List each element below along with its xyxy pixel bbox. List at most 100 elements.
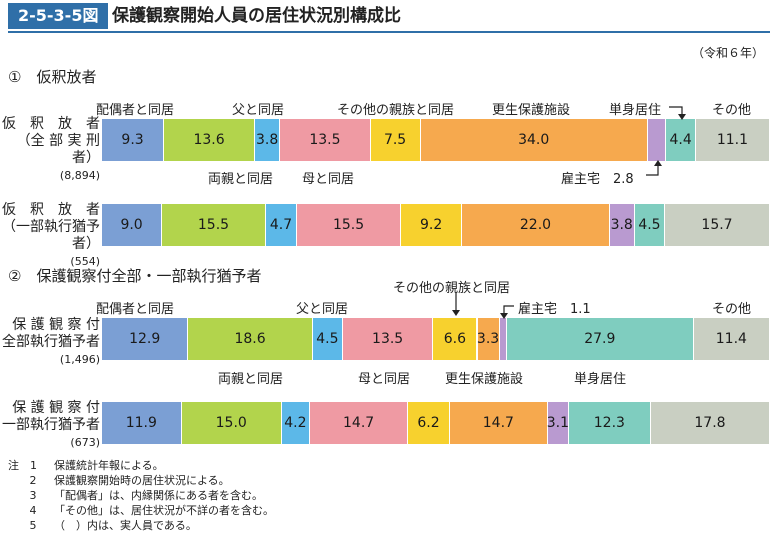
note-3-text: 「配偶者」は、内縁関係にある者を含む。 <box>54 489 263 502</box>
arrowhead-employer-house <box>654 160 662 166</box>
note-4-num-text: 4 <box>29 504 37 517</box>
bar-segment-r1-2: 13.6 <box>164 119 255 161</box>
bar-segment-r1-8: 4.4 <box>666 119 696 161</box>
bar-segment-r1-7 <box>647 119 667 161</box>
bar-segment-r2-8: 4.5 <box>634 204 665 246</box>
data-label-r2-9: 15.7 <box>701 217 733 233</box>
data-label-r4-5: 6.2 <box>417 415 440 431</box>
note-2-num: 2 <box>8 473 54 488</box>
cat-label-parents-2: 両親と同居 <box>218 372 284 387</box>
bar-segment-r1-4: 13.5 <box>280 119 371 161</box>
data-label-r4-7: 3.1 <box>546 415 569 431</box>
bar-segment-r4-3: 4.2 <box>281 402 310 444</box>
arrow-living-alone <box>669 106 683 117</box>
arrowhead-other-relatives-2 <box>452 310 460 316</box>
data-label-r2-4: 15.5 <box>332 217 365 233</box>
arrowhead-employer-house-2 <box>500 313 508 319</box>
note-4-num: 4 <box>8 503 54 518</box>
data-label-r4-4: 14.7 <box>343 415 375 431</box>
cat-label-other-relatives: その他の親族と同居 <box>337 103 455 118</box>
section-2-heading: ② 保護観察付全部・一部執行猶予者 <box>8 267 262 285</box>
data-label-r4-8: 12.3 <box>593 415 625 431</box>
arrowhead-living-alone <box>678 114 686 120</box>
cat-label-spouse-2: 配偶者と同居 <box>96 302 175 317</box>
figure-number: 2-5-3-5図 <box>8 3 109 29</box>
figure-title: 保護観察開始人員の居住状況別構成比 <box>112 6 401 26</box>
row-1-line2: （全 部 実 刑 者） <box>16 133 100 166</box>
era-label: （令和６年） <box>691 46 764 60</box>
row-label-2: 仮 釈 放 者 （一部執行猶予者） (554) <box>2 202 100 270</box>
bar-segment-r3-1: 12.9 <box>102 318 189 360</box>
bar-segment-r3-4: 13.5 <box>342 318 434 360</box>
bar-segment-r4-1: 11.9 <box>102 402 182 444</box>
note-4: 4 「その他」は、居住状況が不詳の者を含む。 <box>8 503 274 518</box>
stacked-bar-row-3: 12.9 18.6 4.5 13.5 6.6 3.3 27.9 11.4 <box>102 318 770 360</box>
note-4-text: 「その他」は、居住状況が不詳の者を含む。 <box>54 504 274 517</box>
stacked-bar-row-4: 11.9 15.0 4.2 14.7 6.2 14.7 3.1 12.3 17.8 <box>102 402 770 444</box>
row-4-count: (673) <box>70 436 100 449</box>
cat-label-other-relatives-2: その他の親族と同居 <box>393 281 511 296</box>
cat-label-mother: 母と同居 <box>302 172 355 187</box>
data-label-r1-3: 3.8 <box>256 132 279 148</box>
bar-segment-r2-4: 15.5 <box>297 204 401 246</box>
data-label-r1-5: 7.5 <box>383 132 407 148</box>
bar-segment-r2-6: 22.0 <box>462 204 610 246</box>
note-3-num: 3 <box>8 488 54 503</box>
bar-segment-r4-8: 12.3 <box>568 402 651 444</box>
data-label-r3-5: 6.6 <box>443 331 467 347</box>
data-label-r3-8: 27.9 <box>584 331 616 347</box>
bar-segment-r3-7 <box>499 318 507 360</box>
note-3-num-text: 3 <box>29 489 37 502</box>
data-label-r1-8: 4.4 <box>669 132 692 148</box>
note-1-num: 注 1 <box>8 459 37 472</box>
note-2: 2 保護観察開始時の居住状況による。 <box>8 473 274 488</box>
stacked-bar-row-2: 9.0 15.5 4.7 15.5 9.2 22.0 3.8 4.5 15.7 <box>102 204 770 246</box>
row-4-line2: 一部執行猶予者 <box>2 417 100 433</box>
data-label-r4-6: 14.7 <box>482 415 514 431</box>
bar-segment-r3-9: 11.4 <box>693 318 770 360</box>
row-2-line2: （一部執行猶予者） <box>2 219 100 252</box>
cat-label-employer-house: 雇主宅 2.8 <box>561 172 634 187</box>
note-1: 注 1 保護統計年報による。 <box>8 458 274 473</box>
bar-segment-r4-2: 15.0 <box>181 402 282 444</box>
row-3-line2: 全部執行猶予者 <box>2 334 100 350</box>
bar-segment-r3-8: 27.9 <box>506 318 694 360</box>
data-label-r3-4: 13.5 <box>372 331 404 347</box>
bar-segment-r2-1: 9.0 <box>102 204 163 246</box>
data-label-r1-1: 9.3 <box>121 132 144 148</box>
bar-segment-r1-5: 7.5 <box>370 119 421 161</box>
notes: 注 1 保護統計年報による。 2 保護観察開始時の居住状況による。 3 「配偶者」… <box>8 458 274 533</box>
note-5-text: （ ）内は、実人員である。 <box>54 519 197 532</box>
row-label-4: 保 護 観 察 付 一部執行猶予者 (673) <box>2 400 100 451</box>
bar-segment-r2-9: 15.7 <box>665 204 770 246</box>
note-2-text: 保護観察開始時の居住状況による。 <box>54 474 230 487</box>
bar-segment-r3-3: 4.5 <box>312 318 343 360</box>
bar-segment-r2-7: 3.8 <box>609 204 635 246</box>
cat-label-rehab-facility-2: 更生保護施設 <box>445 372 524 387</box>
cat-label-other-2: その他 <box>712 302 752 317</box>
data-label-r1-6: 34.0 <box>518 132 550 148</box>
cat-label-mother-2: 母と同居 <box>358 372 411 387</box>
row-label-3: 保 護 観 察 付 全部執行猶予者 (1,496) <box>2 317 100 368</box>
cat-label-father: 父と同居 <box>232 103 285 118</box>
bar-segment-r4-4: 14.7 <box>309 402 409 444</box>
data-label-r2-1: 9.0 <box>120 217 143 233</box>
bar-segment-r4-9: 17.8 <box>650 402 770 444</box>
cat-label-rehab-facility: 更生保護施設 <box>492 103 571 118</box>
data-label-r4-3: 4.2 <box>284 415 307 431</box>
data-label-r2-3: 4.7 <box>269 217 293 233</box>
data-label-r4-2: 15.0 <box>215 415 247 431</box>
bar-segment-r4-6: 14.7 <box>449 402 548 444</box>
arrow-employer-house-2 <box>503 305 514 316</box>
row-3-count: (1,496) <box>59 353 100 366</box>
bar-segment-r3-6: 3.3 <box>477 318 500 360</box>
data-label-r3-1: 12.9 <box>129 331 161 347</box>
bar-segment-r1-6: 34.0 <box>420 119 648 161</box>
arrow-employer-house <box>646 163 659 176</box>
data-label-r3-9: 11.4 <box>715 331 747 347</box>
data-label-r1-4: 13.5 <box>309 132 341 148</box>
cat-label-parents: 両親と同居 <box>208 172 274 187</box>
bar-segment-r2-3: 4.7 <box>265 204 298 246</box>
stacked-bar-row-1: 9.3 13.6 3.8 13.5 7.5 34.0 4.4 11.1 <box>102 119 770 161</box>
